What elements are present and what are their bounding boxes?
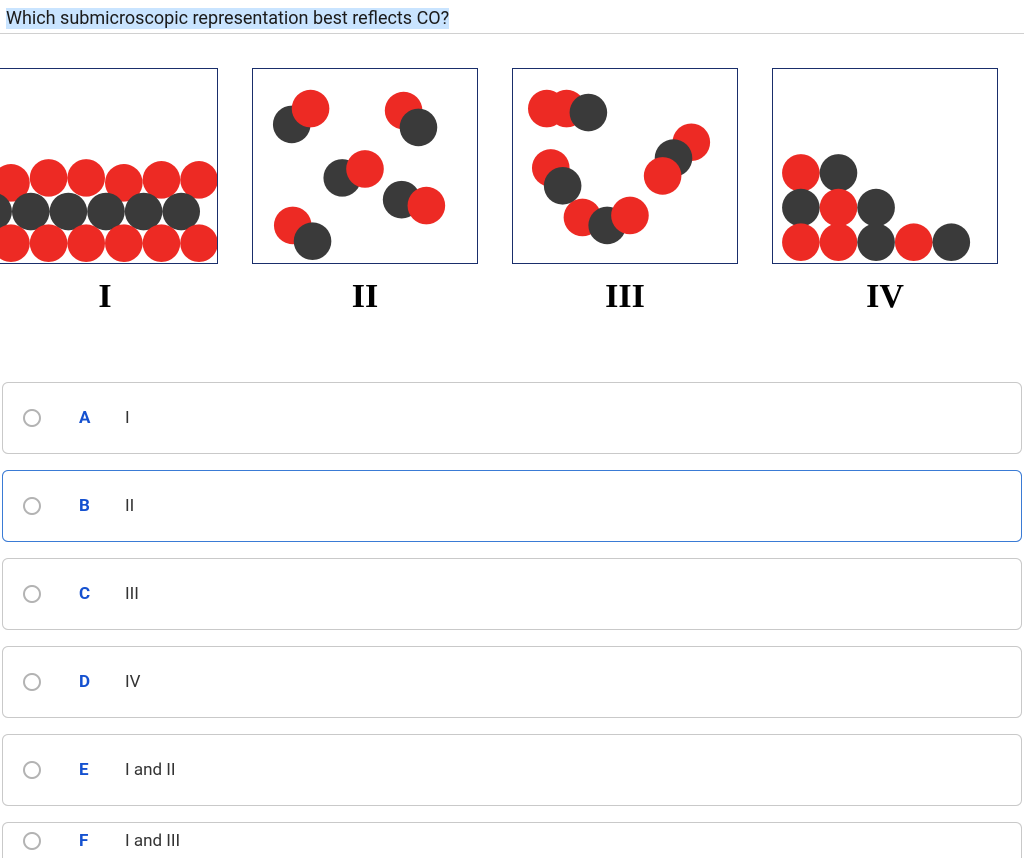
answer-text: IV	[125, 672, 140, 692]
answer-text: III	[125, 584, 139, 604]
radio-icon[interactable]	[23, 585, 41, 603]
answer-text: II	[125, 496, 134, 516]
radio-icon[interactable]	[23, 832, 41, 850]
answer-letter: E	[79, 760, 109, 780]
diagram-panel-IV: IV	[772, 68, 998, 316]
diagram-label: II	[352, 278, 378, 316]
diagram-box	[512, 68, 738, 264]
diagram-panel-I: I	[0, 68, 218, 316]
answer-option-A[interactable]: AI	[2, 382, 1022, 454]
answer-letter: F	[79, 831, 109, 851]
answer-list: AI B II C III D IV E I and II F I and III	[0, 382, 1024, 858]
radio-icon[interactable]	[23, 497, 41, 515]
answer-letter: A	[79, 408, 109, 428]
diagram-box	[772, 68, 998, 264]
diagram-label: III	[605, 278, 645, 316]
answer-letter: B	[79, 496, 109, 516]
answer-option-E[interactable]: E I and II	[2, 734, 1022, 806]
radio-icon[interactable]	[23, 409, 41, 427]
answer-option-D[interactable]: D IV	[2, 646, 1022, 718]
answer-text: I and III	[125, 831, 180, 851]
diagram-row: IIIIIIIV	[0, 34, 1024, 316]
radio-icon[interactable]	[23, 761, 41, 779]
answer-option-F[interactable]: F I and III	[2, 822, 1022, 858]
question-text: Which submicroscopic representation best…	[0, 0, 1024, 34]
answer-option-B[interactable]: B II	[2, 470, 1022, 542]
answer-letter: C	[79, 584, 109, 604]
answer-text: I and II	[125, 760, 176, 780]
diagram-label: IV	[866, 278, 904, 316]
diagram-panel-III: III	[512, 68, 738, 316]
answer-option-C[interactable]: C III	[2, 558, 1022, 630]
radio-icon[interactable]	[23, 673, 41, 691]
diagram-box	[252, 68, 478, 264]
answer-text: I	[125, 408, 130, 428]
diagram-panel-II: II	[252, 68, 478, 316]
diagram-label: I	[98, 278, 111, 316]
answer-letter: D	[79, 672, 109, 692]
diagram-box	[0, 68, 218, 264]
